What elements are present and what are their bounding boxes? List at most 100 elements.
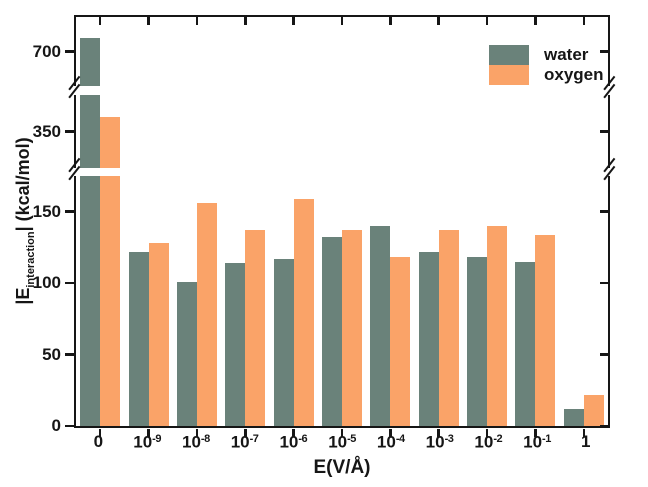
water-swatch-icon	[489, 45, 529, 65]
x-axis-tick-bottom	[582, 429, 586, 437]
x-tick-label-exponent: -6	[298, 433, 308, 445]
bar-water-10e-9	[128, 251, 149, 426]
category-cell-10e-3	[415, 230, 463, 426]
x-axis-tick-top	[534, 17, 537, 25]
bar-water-10e-6	[273, 258, 294, 426]
x-axis-tick-bottom	[534, 429, 537, 437]
x-tick-label-exponent: -5	[347, 433, 356, 445]
x-axis-title: E(V/Å)	[313, 457, 371, 478]
x-tick-label-exponent: -8	[200, 433, 210, 445]
x-axis-tick-top	[292, 17, 295, 25]
x-axis-tick-bottom	[244, 429, 247, 437]
bar-oxygen-10e-4	[390, 257, 411, 426]
x-tick-label-10e-5: 10-5	[318, 432, 367, 453]
y-axis-tick	[65, 424, 74, 428]
category-cell-10e-1	[511, 234, 559, 426]
x-tick-label-10e-9: 10-9	[123, 432, 172, 453]
y-axis-tick	[65, 353, 74, 356]
y-axis-tick	[65, 210, 74, 213]
y-axis-tick	[65, 50, 74, 53]
x-tick-label-exponent: -7	[249, 433, 259, 445]
x-tick-label-exponent: -3	[444, 433, 454, 445]
x-tick-label-exponent: -4	[395, 433, 405, 445]
y-tick-label-50: 50	[42, 344, 61, 364]
bar-oxygen-0	[100, 116, 121, 168]
bar-water-10e-7	[225, 263, 246, 426]
y-tick-label-0: 0	[51, 416, 61, 435]
bar-water-1	[563, 408, 584, 426]
bar-oxygen-10e-7	[245, 230, 266, 426]
x-axis-tick-bottom	[485, 429, 489, 437]
y-axis-tick	[65, 130, 74, 133]
bar-oxygen-10e-8	[196, 203, 217, 426]
x-tick-label-10e-7: 10-7	[220, 432, 269, 453]
x-tick-label-exponent: -9	[152, 433, 161, 445]
category-cell-0	[76, 95, 124, 168]
x-tick-label-base: 10	[328, 432, 348, 452]
category-cell-10e-6	[269, 198, 317, 426]
x-tick-label-base: 10	[279, 432, 299, 452]
x-tick-label-10e-4: 10-4	[366, 432, 415, 453]
bar-oxygen-10e-6	[293, 198, 314, 426]
x-tick-label-base: 10	[133, 432, 153, 452]
x-axis-tick-bottom	[98, 429, 102, 437]
category-cell-0	[76, 37, 124, 86]
x-axis-tick-top	[389, 17, 392, 25]
y-axis-tick	[599, 281, 608, 285]
bar-water-10e-3	[418, 251, 439, 426]
y-axis-tick	[65, 281, 74, 285]
bar-water-10e-5	[321, 237, 342, 426]
legend-label-water: water	[544, 45, 589, 64]
category-cell-0	[76, 176, 124, 426]
bar-water-0	[80, 95, 101, 168]
legend: water oxygen	[489, 45, 604, 85]
bar-oxygen-10e-3	[438, 230, 459, 426]
y-axis-tick	[599, 130, 608, 133]
x-axis-tick-top	[147, 17, 150, 25]
y-axis-tick	[599, 424, 608, 428]
axis-panel-middle: 350	[33, 95, 610, 168]
bar-oxygen-10e-1	[535, 234, 556, 426]
x-tick-label-1: 1	[561, 432, 610, 453]
bar-water-10e-4	[370, 226, 391, 426]
category-cell-10e-7	[221, 230, 269, 426]
x-tick-label-10e-3: 10-3	[415, 432, 464, 453]
x-axis-tick-top	[244, 17, 247, 25]
bar-oxygen-1	[583, 394, 604, 426]
x-tick-label-base: 10	[230, 432, 250, 452]
x-axis-tick-bottom	[389, 429, 392, 437]
x-axis-tick-bottom	[292, 429, 295, 437]
x-tick-label-10e-1: 10-1	[513, 432, 562, 453]
category-cell-10e-5	[318, 230, 366, 426]
x-tick-label-10e-2: 10-2	[464, 432, 513, 453]
x-axis-tick-top	[582, 17, 586, 25]
bar-water-10e-2	[467, 257, 488, 426]
category-cell-10e-2	[463, 226, 511, 426]
bar-oxygen-10e-5	[341, 230, 362, 426]
x-axis-tick-top	[340, 17, 344, 25]
axis-break-upper	[68, 75, 616, 99]
category-cell-10e-8	[173, 203, 221, 426]
x-tick-label-base: 10	[376, 432, 396, 452]
x-tick-label-base: 1	[580, 432, 591, 451]
bar-water-10e-8	[176, 281, 197, 426]
x-axis-tick-bottom	[340, 429, 344, 437]
bar-water-0	[80, 176, 101, 426]
x-axis-tick-top	[437, 17, 440, 25]
y-tick-label-350: 350	[32, 121, 61, 141]
legend-label-oxygen: oxygen	[544, 65, 604, 84]
x-axis-tick-bottom	[147, 429, 150, 437]
x-tick-label-exponent: -1	[542, 433, 551, 445]
bar-oxygen-10e-9	[148, 243, 169, 426]
x-tick-label-base: 0	[93, 432, 104, 451]
y-axis-tick	[599, 353, 608, 356]
category-cell-10e-4	[366, 226, 414, 426]
bar-cells	[76, 176, 608, 426]
x-axis-tick-top	[485, 17, 489, 25]
bar-oxygen-0	[100, 176, 121, 426]
category-cell-1	[560, 394, 608, 426]
x-tick-label-exponent: -2	[493, 433, 503, 445]
bar-cells	[76, 95, 608, 168]
x-tick-label-10e-6: 10-6	[269, 432, 318, 453]
